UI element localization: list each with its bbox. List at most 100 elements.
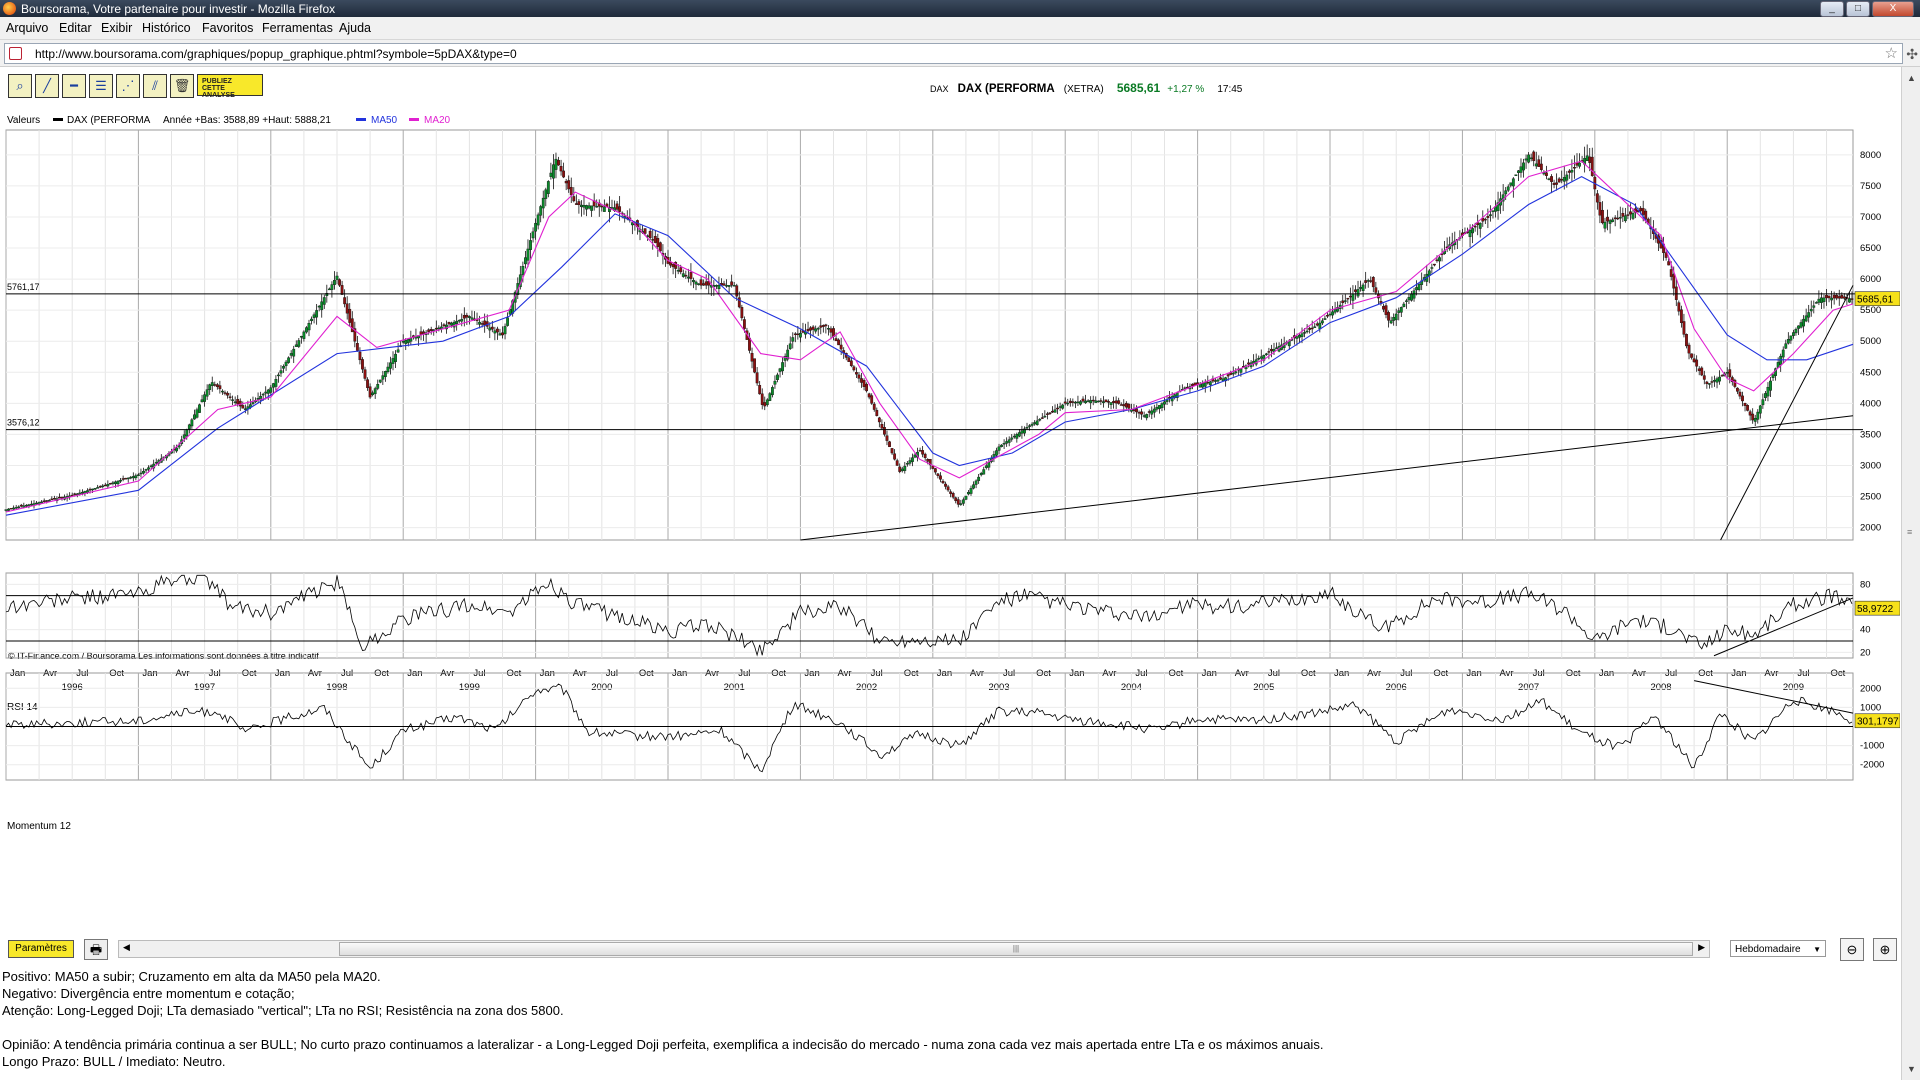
candle-body <box>302 331 306 339</box>
candle-body <box>911 457 914 462</box>
candle-body <box>1792 332 1795 336</box>
bookmark-star-icon[interactable]: ☆ <box>1884 45 1898 62</box>
scroll-grip-icon[interactable]: ≡ <box>1907 527 1913 537</box>
candle-body <box>1517 170 1520 173</box>
candle-body <box>1094 400 1098 403</box>
candle-body <box>595 206 599 208</box>
params-button[interactable]: Paramètres <box>8 940 74 958</box>
trash-icon[interactable]: 🗑 <box>170 74 194 98</box>
candle-body <box>193 414 196 420</box>
candle-body <box>1333 309 1337 313</box>
candle-body <box>1028 425 1031 427</box>
menu-historico[interactable]: Histórico <box>142 21 191 35</box>
candle-body <box>1336 307 1340 312</box>
close-button[interactable]: X <box>1872 1 1914 17</box>
scroll-left-icon[interactable]: ◀ <box>123 942 130 952</box>
candle-body <box>1751 413 1755 421</box>
candle-body <box>12 507 16 510</box>
candle-body <box>144 469 148 471</box>
menu-exibir[interactable]: Exibir <box>101 21 133 35</box>
zoom-tool-icon[interactable]: ⌕ <box>8 74 32 98</box>
trendline-tool-icon[interactable]: ╱ <box>35 74 59 98</box>
candle-body <box>872 403 876 410</box>
quote-change: +1,27 % <box>1167 84 1205 95</box>
candle-body <box>1433 263 1436 266</box>
candle-body <box>483 320 487 326</box>
candle-body <box>1674 286 1678 300</box>
candle-body <box>1725 372 1729 374</box>
vertical-scrollbar[interactable]: ▲ ≡ ▼ <box>1901 67 1920 1080</box>
price-trendline <box>800 415 1854 541</box>
minimize-button[interactable]: _ <box>1820 1 1844 17</box>
candle-body <box>1598 202 1602 216</box>
menu-favoritos[interactable]: Favoritos <box>202 21 254 35</box>
menu-editar[interactable]: Editar <box>59 21 92 35</box>
candle-body <box>24 504 28 507</box>
print-icon[interactable]: 🖶 <box>84 939 108 960</box>
candle-body <box>1766 386 1770 397</box>
candle-body <box>732 285 736 287</box>
scroll-down-icon[interactable]: ▼ <box>1907 1064 1916 1074</box>
quote-market: (XETRA) <box>1063 84 1104 95</box>
url-text[interactable]: http://www.boursorama.com/graphiques/pop… <box>35 47 517 61</box>
chevron-down-icon: ▼ <box>1813 945 1821 954</box>
menu-ferramentas[interactable]: Ferramentas <box>262 21 333 35</box>
menu-arquivo[interactable]: Arquivo <box>6 21 49 35</box>
publish-analysis-button[interactable]: PUBLIEZ CETTE ANALYSE <box>197 74 263 99</box>
zoom-out-icon[interactable]: ⊖ <box>1840 938 1864 961</box>
url-input[interactable]: http://www.boursorama.com/graphiques/pop… <box>4 43 1903 64</box>
scroll-up-icon[interactable]: ▲ <box>1907 73 1916 83</box>
candle-body <box>251 402 255 404</box>
candle-body <box>226 392 229 396</box>
candle-body <box>195 409 199 418</box>
candle-body <box>338 279 341 286</box>
candle-body <box>1435 259 1439 262</box>
period-select[interactable]: Hebdomadaire ▼ <box>1730 940 1826 957</box>
candle-body <box>730 281 734 286</box>
candle-body <box>674 261 678 269</box>
horizontal-line-tool-icon[interactable]: ━ <box>62 74 86 98</box>
candle-body <box>1639 207 1643 212</box>
candle-body <box>1812 305 1816 308</box>
candle-body <box>124 477 128 480</box>
candle-body <box>1629 211 1632 215</box>
chart-area[interactable]: Valeurs DAX (PERFORMA Année +Bas: 3588,8… <box>0 108 1900 936</box>
zoom-in-icon[interactable]: ⊕ <box>1873 938 1897 961</box>
rsi-trendline <box>1713 597 1854 657</box>
candle-body <box>1557 178 1561 183</box>
parallel-tool-icon[interactable]: ⫽ <box>143 74 167 98</box>
scroll-thumb[interactable]: ||| <box>339 942 1693 956</box>
candle-body <box>534 222 538 232</box>
candle-body <box>1626 214 1630 216</box>
candle-body <box>1152 408 1156 413</box>
maximize-button[interactable]: □ <box>1846 1 1870 17</box>
candle-body <box>345 303 349 314</box>
candle-body <box>753 358 756 373</box>
fibonacci-tool-icon[interactable]: ☰ <box>89 74 113 98</box>
candle-body <box>7 508 10 511</box>
candle-body <box>1616 217 1620 220</box>
candle-body <box>1720 375 1724 377</box>
candle-body <box>885 435 889 441</box>
candle-body <box>205 389 209 397</box>
analysis-notes: Positivo: MA50 a subir; Cruzamento em al… <box>2 968 1323 1070</box>
channel-tool-icon[interactable]: ⋰ <box>116 74 140 98</box>
candle-body <box>93 487 97 490</box>
candle-body <box>1667 261 1671 266</box>
scroll-right-icon[interactable]: ▶ <box>1698 942 1705 952</box>
extension-icon[interactable]: ✣ <box>1906 46 1918 62</box>
candle-body <box>1257 357 1261 360</box>
candle-body <box>269 387 273 393</box>
navigation-bar: http://www.boursorama.com/graphiques/pop… <box>0 40 1920 67</box>
candle-body <box>1043 415 1047 418</box>
chart-scrollbar[interactable]: ◀ ||| ▶ <box>118 940 1710 958</box>
candle-body <box>572 196 576 202</box>
candle-body <box>1769 380 1772 391</box>
candle-body <box>1644 210 1648 220</box>
candle-body <box>277 374 280 377</box>
momentum-ytick-label: 1000 <box>1860 702 1881 713</box>
menu-ajuda[interactable]: Ajuda <box>339 21 371 35</box>
candle-body <box>9 508 13 510</box>
candle-body <box>1695 359 1699 367</box>
candle-body <box>618 206 622 212</box>
